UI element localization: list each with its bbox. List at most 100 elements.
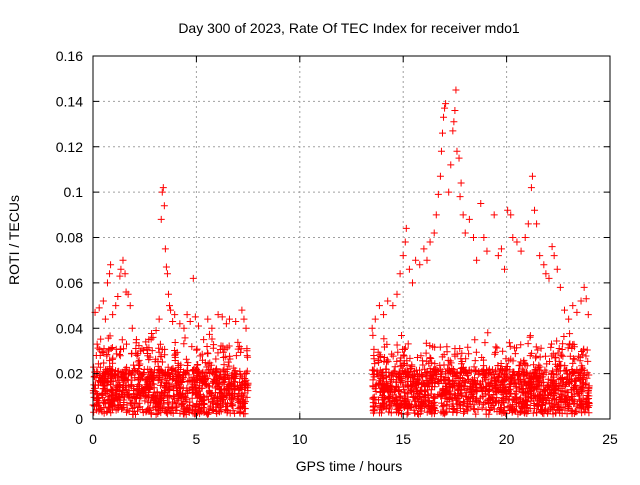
data-point: [212, 355, 220, 363]
data-point: [517, 408, 525, 416]
data-point: [103, 388, 111, 396]
data-point: [140, 370, 148, 378]
data-point: [445, 389, 453, 397]
data-point: [528, 172, 536, 180]
data-point: [140, 386, 148, 394]
data-point: [221, 353, 229, 361]
data-point: [471, 368, 479, 376]
data-point: [513, 238, 521, 246]
data-point: [163, 270, 171, 278]
data-point: [447, 359, 455, 367]
data-point: [531, 206, 539, 214]
data-point: [585, 371, 593, 379]
data-point: [546, 357, 554, 365]
data-point: [156, 381, 164, 389]
data-point: [493, 378, 501, 386]
data-point: [232, 352, 240, 360]
data-point: [417, 352, 425, 360]
data-point: [102, 371, 110, 379]
data-point: [509, 234, 517, 241]
data-point: [375, 302, 383, 310]
data-point: [530, 399, 538, 407]
data-point: [498, 396, 506, 404]
data-point: [555, 406, 563, 414]
data-point: [470, 363, 478, 371]
data-point: [135, 356, 143, 364]
data-point: [112, 302, 120, 310]
data-point: [183, 311, 191, 319]
data-point: [157, 353, 165, 361]
points-layer: [89, 86, 593, 418]
data-point: [195, 405, 203, 413]
data-point: [526, 379, 534, 387]
data-point: [108, 400, 116, 408]
data-point: [544, 391, 552, 399]
data-point: [403, 357, 411, 365]
data-point: [582, 403, 590, 411]
data-point: [227, 400, 235, 408]
data-point: [107, 409, 115, 417]
data-point: [526, 332, 534, 340]
data-point: [239, 400, 247, 408]
data-point: [208, 407, 216, 415]
data-point: [381, 354, 389, 362]
data-point: [427, 386, 435, 394]
data-point: [469, 398, 477, 406]
data-point: [164, 398, 172, 406]
data-point: [484, 379, 492, 387]
data-point: [509, 357, 517, 365]
data-point: [506, 390, 514, 398]
data-point: [228, 401, 236, 409]
data-point: [380, 335, 388, 343]
data-point: [378, 405, 386, 413]
data-point: [482, 369, 490, 377]
data-point: [457, 179, 465, 187]
data-point: [418, 372, 426, 380]
data-point: [174, 362, 182, 370]
data-point: [164, 290, 172, 298]
data-point: [118, 336, 126, 344]
data-point: [555, 381, 563, 389]
data-point: [210, 341, 218, 349]
data-point: [513, 387, 521, 395]
data-point: [416, 403, 424, 411]
data-point: [145, 356, 153, 364]
data-point: [394, 383, 402, 391]
data-point: [431, 405, 439, 413]
data-point: [128, 349, 136, 357]
data-point: [148, 393, 156, 401]
data-point: [413, 371, 421, 379]
data-point: [186, 376, 194, 384]
data-point: [555, 345, 563, 353]
data-point: [498, 376, 506, 384]
data-point: [116, 352, 124, 360]
data-point: [473, 377, 481, 385]
data-point: [558, 393, 566, 401]
data-point: [371, 402, 379, 410]
data-point: [94, 360, 102, 368]
data-point: [126, 394, 134, 402]
data-point: [218, 313, 226, 321]
data-point: [385, 398, 393, 406]
data-point: [144, 365, 152, 373]
data-point: [123, 390, 131, 398]
y-tick-label: 0.04: [56, 320, 83, 336]
data-point: [476, 394, 484, 402]
data-point: [243, 352, 251, 360]
data-point: [380, 311, 388, 319]
data-point: [575, 352, 583, 360]
data-point: [377, 352, 385, 360]
data-point: [410, 378, 418, 386]
data-point: [531, 384, 539, 392]
data-point: [193, 346, 201, 354]
data-point: [485, 410, 493, 418]
chart-title: Day 300 of 2023, Rate Of TEC Index for r…: [178, 20, 520, 36]
data-point: [560, 332, 568, 340]
data-point: [377, 375, 385, 383]
data-point: [472, 396, 480, 404]
data-point: [146, 385, 154, 393]
data-point: [234, 396, 242, 404]
data-point: [541, 352, 549, 360]
data-point: [456, 344, 464, 352]
x-tick-label: 0: [89, 431, 97, 447]
